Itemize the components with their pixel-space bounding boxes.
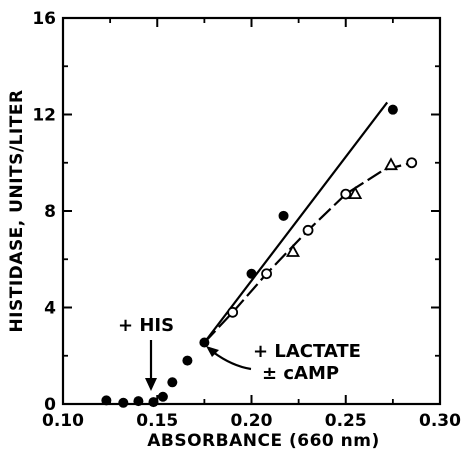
series-1-point	[227, 306, 239, 318]
x-tick-label: 0.25	[325, 411, 367, 431]
x-axis-title: ABSORBANCE (660 nm)	[147, 431, 380, 451]
series-2-point	[285, 244, 300, 257]
series-layer	[101, 101, 418, 408]
series-0-point	[118, 397, 129, 408]
annotation-camp: ± cAMP	[262, 363, 339, 384]
x-tick-label: 0.10	[42, 411, 84, 431]
annotation-lactate-arrowhead	[206, 346, 219, 357]
plot-frame	[61, 16, 442, 406]
x-tick-label: 0.15	[136, 411, 178, 431]
axes: 0.10 0.15 0.20 0.25 0.30 0 4 8 12 16 ABSORBANCE (6…	[7, 9, 461, 451]
y-tick-label: 12	[32, 106, 56, 126]
series-0-line	[203, 101, 389, 344]
annotation-his-arrowhead	[145, 378, 157, 391]
series-1-point	[302, 224, 314, 236]
series-0-point	[148, 397, 159, 408]
series-1-point	[406, 157, 418, 169]
annotation-lactate: + LACTATE	[253, 341, 361, 362]
series-2-point	[348, 186, 363, 200]
series-0-point	[278, 210, 289, 221]
series-0-point	[246, 268, 257, 279]
series-2-point	[383, 157, 399, 171]
series-1-point	[261, 268, 272, 280]
x-tick-label: 0.20	[231, 411, 273, 431]
series-0-point	[199, 337, 210, 348]
series-0-point	[101, 395, 112, 406]
y-tick-label: 0	[44, 395, 56, 415]
annotations-layer: + HIS + LACTATE ± cAMP	[118, 315, 361, 391]
series-1-point	[340, 188, 352, 200]
y-axis-title: HISTIDASE, UNITS/LITER	[7, 89, 27, 332]
x-tick-label: 0.30	[419, 411, 461, 431]
annotation-his: + HIS	[118, 315, 174, 336]
series-0-point	[182, 355, 193, 366]
series-0-point	[167, 377, 178, 388]
annotation-lactate-arrow	[212, 351, 252, 371]
y-tick-label: 16	[32, 9, 56, 29]
y-tick-label: 4	[44, 299, 56, 319]
y-tick-label: 8	[44, 202, 56, 222]
series-0-point	[387, 104, 398, 115]
series-0-point	[157, 391, 168, 402]
series-0-point	[133, 396, 144, 407]
